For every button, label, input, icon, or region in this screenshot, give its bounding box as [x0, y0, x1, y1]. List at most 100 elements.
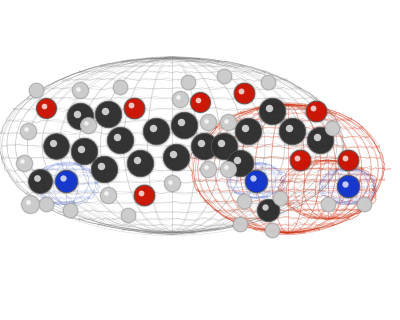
Point — [237, 161, 243, 166]
Point — [201, 143, 207, 148]
Point — [173, 155, 179, 160]
Point — [345, 184, 351, 189]
Point — [277, 196, 283, 201]
Point — [317, 137, 323, 142]
Point — [63, 178, 69, 183]
Point — [137, 161, 143, 166]
Point — [185, 79, 191, 84]
Point — [128, 103, 134, 108]
Point — [223, 118, 229, 123]
Point — [342, 181, 348, 187]
Point — [50, 140, 56, 145]
Point — [221, 73, 227, 78]
Point — [225, 120, 231, 125]
Point — [27, 201, 33, 206]
Point — [342, 155, 349, 160]
Point — [265, 207, 271, 212]
Point — [117, 85, 123, 90]
Point — [21, 161, 27, 166]
Text: alamy - DC822G: alamy - DC822G — [148, 299, 252, 312]
Point — [329, 125, 335, 131]
Point — [19, 159, 25, 164]
Point — [43, 201, 49, 206]
Point — [329, 125, 335, 131]
Point — [85, 123, 91, 128]
Point — [269, 228, 275, 233]
Point — [117, 85, 123, 90]
Point — [81, 149, 87, 154]
Point — [153, 129, 159, 134]
Point — [237, 222, 243, 227]
Point — [221, 143, 227, 148]
Point — [105, 193, 111, 198]
Point — [40, 103, 47, 108]
Point — [77, 114, 83, 119]
Point — [185, 79, 191, 84]
Point — [250, 176, 256, 181]
Point — [201, 143, 207, 148]
Point — [181, 123, 187, 128]
Point — [167, 179, 173, 184]
Point — [266, 105, 272, 110]
Point — [225, 120, 231, 125]
Point — [175, 95, 181, 100]
Point — [169, 181, 175, 186]
Point — [205, 120, 211, 125]
Point — [83, 121, 89, 126]
Point — [223, 164, 229, 170]
Point — [114, 134, 120, 140]
Point — [169, 181, 175, 186]
Point — [265, 207, 271, 212]
Point — [269, 228, 275, 233]
Point — [177, 96, 183, 101]
Point — [269, 108, 275, 113]
Point — [178, 120, 184, 125]
Point — [238, 88, 245, 93]
Point — [221, 73, 227, 78]
Point — [101, 166, 107, 172]
Point — [77, 114, 83, 119]
Point — [53, 143, 59, 148]
Point — [77, 88, 83, 93]
Point — [34, 175, 40, 180]
Point — [105, 111, 111, 116]
Point — [125, 213, 131, 218]
Point — [297, 158, 303, 163]
Point — [237, 161, 243, 166]
Point — [153, 129, 159, 134]
Point — [33, 88, 39, 93]
Point — [103, 191, 109, 196]
Point — [289, 129, 295, 134]
Point — [37, 178, 43, 183]
Point — [325, 201, 331, 206]
Point — [234, 158, 240, 163]
Point — [131, 105, 137, 110]
Point — [345, 158, 351, 163]
Point — [85, 123, 91, 128]
Point — [141, 193, 147, 198]
Point — [43, 105, 49, 110]
Point — [242, 125, 248, 131]
Point — [345, 184, 351, 189]
Point — [297, 158, 303, 163]
Point — [310, 106, 317, 111]
Point — [21, 161, 27, 166]
Point — [105, 193, 111, 198]
Point — [53, 143, 59, 148]
Point — [43, 105, 49, 110]
Point — [225, 166, 231, 172]
Point — [117, 137, 123, 142]
Point — [170, 152, 176, 157]
Point — [43, 201, 49, 206]
Point — [74, 111, 80, 116]
Point — [63, 178, 69, 183]
Point — [361, 201, 367, 206]
Point — [361, 201, 367, 206]
Point — [198, 140, 204, 145]
Point — [241, 198, 247, 204]
Point — [265, 79, 271, 84]
Point — [77, 88, 83, 93]
Point — [313, 108, 319, 113]
Point — [203, 118, 209, 123]
Point — [294, 155, 301, 160]
